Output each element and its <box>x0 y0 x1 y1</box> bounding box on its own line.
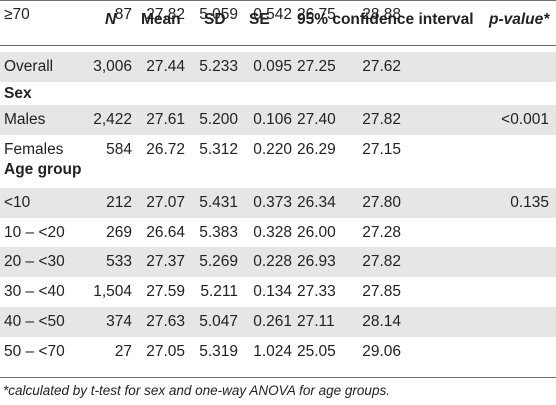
header-sd: SD <box>204 11 226 28</box>
cell-ci-lower: 26.93 <box>297 253 336 270</box>
table-row: 50 – <70 27 27.05 5.319 1.024 25.05 29.06 <box>0 337 556 367</box>
cell-n: 87 <box>114 6 132 23</box>
cell-se: 0.220 <box>253 141 292 158</box>
cell-se: 0.134 <box>253 283 292 300</box>
row-label: <10 <box>4 194 31 211</box>
cell-se: 0.228 <box>253 253 292 270</box>
cell-ci-upper: 27.15 <box>362 141 401 158</box>
header-se: SE <box>249 11 270 28</box>
cell-ci-lower: 26.34 <box>297 194 336 211</box>
cell-mean: 27.63 <box>146 313 185 330</box>
cell-ci-upper: 27.82 <box>362 253 401 270</box>
table-row: <10 212 27.07 5.431 0.373 26.34 27.80 0.135 <box>0 188 556 218</box>
section-label: Sex <box>4 85 32 102</box>
table-row: ≥70 87 27.82 5.059 0.542 26.75 28.88 <box>0 0 556 30</box>
row-label: 30 – <40 <box>4 283 65 300</box>
cell-ci-lower: 26.00 <box>297 224 336 241</box>
header-mean: Mean <box>141 11 181 28</box>
cell-n: 533 <box>106 253 132 270</box>
cell-sd: 5.200 <box>199 111 238 128</box>
cell-sd: 5.312 <box>199 141 238 158</box>
cell-sd: 5.431 <box>199 194 238 211</box>
cell-mean: 27.61 <box>146 111 185 128</box>
table-row: Males 2,422 27.61 5.200 0.106 27.40 27.82 <0.00… <box>0 105 556 135</box>
cell-mean: 27.05 <box>146 343 185 360</box>
cell-n: 212 <box>106 194 132 211</box>
bottom-rule <box>0 377 556 378</box>
cell-sd: 5.059 <box>199 6 238 23</box>
row-label: 40 – <50 <box>4 313 65 330</box>
row-label: 50 – <70 <box>4 343 65 360</box>
cell-n: 269 <box>106 224 132 241</box>
cell-ci-lower: 25.05 <box>297 343 336 360</box>
cell-ci-upper: 28.14 <box>362 313 401 330</box>
section-label: Age group <box>4 161 82 178</box>
cell-mean: 26.72 <box>146 141 185 158</box>
cell-sd: 5.383 <box>199 224 238 241</box>
cell-mean: 27.82 <box>146 6 185 23</box>
cell-mean: 27.37 <box>146 253 185 270</box>
cell-sd: 5.319 <box>199 343 238 360</box>
cell-n: 374 <box>106 313 132 330</box>
row-label: 10 – <20 <box>4 224 65 241</box>
row-label: Males <box>4 111 46 128</box>
cell-p-value: 0.135 <box>510 194 549 211</box>
header-rule <box>0 45 556 46</box>
cell-n: 1,504 <box>93 283 132 300</box>
cell-ci-upper: 27.85 <box>362 283 401 300</box>
cell-n: 3,006 <box>93 58 132 75</box>
cell-ci-upper: 27.28 <box>362 224 401 241</box>
cell-p-value: <0.001 <box>501 111 549 128</box>
header-confidence-interval: 95% confidence interval <box>297 11 474 28</box>
cell-mean: 27.59 <box>146 283 185 300</box>
cell-sd: 5.233 <box>199 58 238 75</box>
table-row: 30 – <40 1,504 27.59 5.211 0.134 27.33 27.85 <box>0 277 556 307</box>
cell-se: 0.095 <box>253 58 292 75</box>
cell-sd: 5.269 <box>199 253 238 270</box>
cell-se: 1.024 <box>253 343 292 360</box>
cell-n: 584 <box>106 141 132 158</box>
cell-mean: 26.64 <box>146 224 185 241</box>
cell-se: 0.542 <box>253 6 292 23</box>
table-row: Overall 3,006 27.44 5.233 0.095 27.25 27.62 <box>0 52 556 82</box>
cell-mean: 27.07 <box>146 194 185 211</box>
row-label: 20 – <30 <box>4 253 65 270</box>
cell-se: 0.373 <box>253 194 292 211</box>
table-footnote: *calculated by t-test for sex and one-wa… <box>3 383 390 398</box>
table-row: Females 584 26.72 5.312 0.220 26.29 27.15 <box>0 135 556 165</box>
cell-se: 0.328 <box>253 224 292 241</box>
cell-ci-upper: 29.06 <box>362 343 401 360</box>
cell-ci-lower: 27.11 <box>297 313 335 330</box>
cell-sd: 5.211 <box>200 283 238 300</box>
section-row: Age group <box>0 158 556 182</box>
cell-n: 2,422 <box>93 111 132 128</box>
cell-ci-lower: 26.29 <box>297 141 336 158</box>
table-row: 10 – <20 269 26.64 5.383 0.328 26.00 27.28 <box>0 218 556 248</box>
top-rule <box>0 0 556 1</box>
row-label: Overall <box>4 58 54 75</box>
cell-ci-upper: 27.80 <box>362 194 401 211</box>
cell-ci-lower: 26.75 <box>297 6 336 23</box>
row-label: ≥70 <box>4 6 30 23</box>
cell-ci-upper: 27.82 <box>362 111 401 128</box>
cell-ci-upper: 27.62 <box>362 58 401 75</box>
section-row: Sex <box>0 82 556 106</box>
cell-ci-lower: 27.33 <box>297 283 336 300</box>
header-n: N <box>105 11 117 28</box>
table-row: 40 – <50 374 27.63 5.047 0.261 27.11 28.14 <box>0 307 556 337</box>
cell-se: 0.261 <box>253 313 292 330</box>
cell-ci-lower: 27.40 <box>297 111 336 128</box>
cell-mean: 27.44 <box>146 58 185 75</box>
table-header-row: N Mean SD SE 95% confidence interval p-v… <box>0 5 556 35</box>
cell-sd: 5.047 <box>199 313 238 330</box>
cell-n: 27 <box>114 343 132 360</box>
cell-ci-lower: 27.25 <box>297 58 336 75</box>
table-row: 20 – <30 533 27.37 5.269 0.228 26.93 27.82 <box>0 247 556 277</box>
header-p-value: p-value* <box>489 11 550 28</box>
row-label: Females <box>4 141 64 158</box>
cell-ci-upper: 28.88 <box>362 6 401 23</box>
cell-se: 0.106 <box>253 111 292 128</box>
